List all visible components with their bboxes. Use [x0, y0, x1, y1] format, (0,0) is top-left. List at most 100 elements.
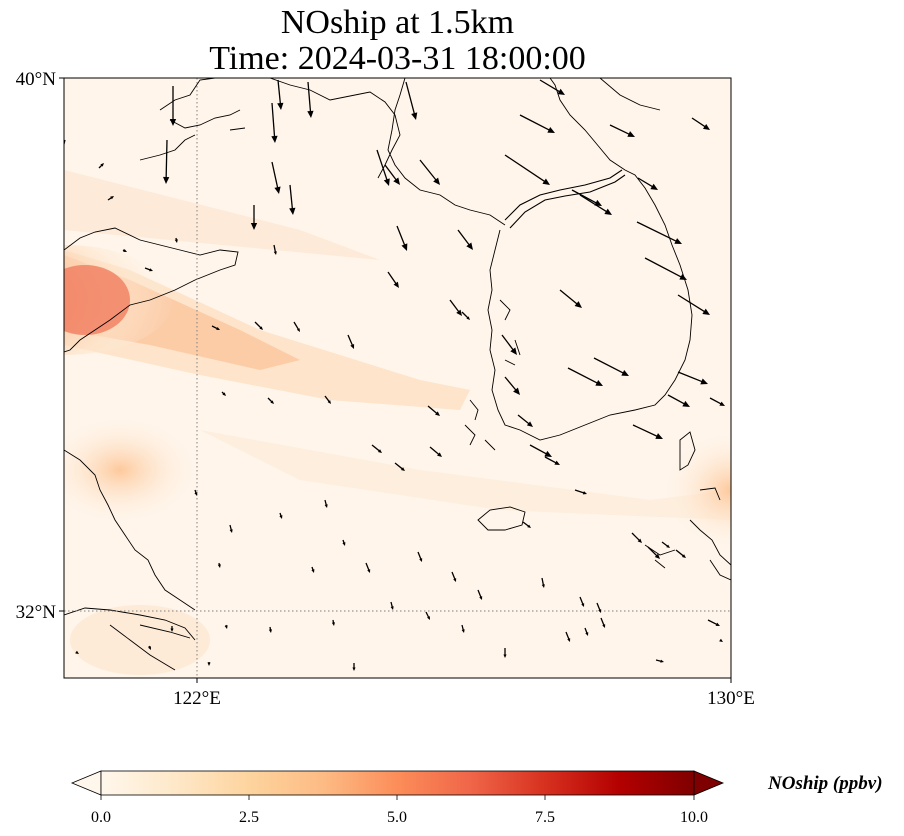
colorbar: 0.0 2.5 5.0 7.5 10.0 NOship (ppbv): [70, 770, 883, 826]
map-title-line2: Time: 2024-03-31 18:00:00: [209, 40, 586, 77]
wind-arrow-head: [582, 491, 587, 495]
wind-arrow-head: [207, 662, 211, 666]
wind-arrow-head: [602, 624, 606, 628]
colorbar-max-extend: [693, 770, 725, 796]
wind-arrow-shaft: [677, 294, 707, 314]
wind-arrow-head: [621, 369, 629, 376]
wind-arrow-shaft: [677, 371, 705, 384]
wind-arrow-shaft: [477, 589, 482, 599]
wind-arrow-head: [466, 242, 473, 250]
wind-arrow-shaft: [504, 376, 518, 393]
wind-arrow-head: [273, 251, 277, 255]
wind-arrow-shaft: [600, 617, 605, 627]
wind-arrow-head: [526, 421, 533, 427]
wind-arrow-shaft: [347, 334, 354, 347]
wind-arrow-shaft: [271, 102, 276, 139]
wind-arrow-head: [456, 309, 462, 316]
colorbar-label: NOship (ppbv): [767, 773, 883, 794]
wind-arrow-shaft: [365, 562, 370, 572]
wind-arrow-head: [289, 207, 296, 215]
wind-arrow-head: [719, 638, 723, 642]
wind-arrow-head: [702, 308, 710, 315]
wind-arrow-shaft: [544, 456, 558, 465]
lon-tick-130: 130°E: [707, 688, 755, 709]
wind-arrow-head: [411, 112, 418, 120]
wind-arrow-head: [453, 578, 457, 582]
wind-arrow-head: [123, 249, 127, 252]
map-frame: [63, 77, 732, 679]
wind-arrow-shaft: [574, 489, 586, 494]
wind-vectors: [64, 79, 725, 671]
wind-arrow-shaft: [449, 299, 461, 314]
wind-arrow-shaft: [394, 462, 404, 471]
wind-arrow-shaft: [579, 194, 609, 214]
wind-arrow-head: [585, 632, 589, 636]
wind-arrow-head: [229, 529, 233, 533]
wind-arrow-head: [216, 327, 220, 330]
wind-arrow-head: [700, 378, 708, 385]
wind-arrow-head: [224, 625, 228, 629]
wind-arrow-shaft: [293, 321, 300, 331]
wind-arrow-head: [567, 638, 571, 642]
wind-arrow-shaft: [675, 549, 685, 558]
wind-arrow-shaft: [419, 159, 438, 183]
wind-arrow-shaft: [405, 81, 416, 117]
wind-arrow-shaft: [559, 289, 580, 306]
wind-arrow-head: [390, 606, 394, 610]
wind-arrow-shaft: [647, 546, 659, 558]
wind-arrow-head: [377, 449, 382, 453]
wind-arrow-head: [311, 569, 315, 573]
wind-arrow-head: [433, 177, 440, 185]
wind-arrow-head: [100, 163, 104, 167]
wind-arrow-shaft: [519, 114, 552, 132]
colorbar-tick-3: 7.5: [535, 809, 555, 826]
lat-tick-32: 32°N: [16, 602, 57, 623]
wind-arrow-shaft: [501, 334, 515, 353]
wind-arrow-shaft: [593, 357, 626, 375]
wind-arrow-shaft: [632, 424, 660, 438]
wind-arrow-head: [279, 515, 283, 519]
wind-arrow-head: [296, 328, 300, 332]
wind-arrow-head: [148, 646, 151, 650]
wind-arrow-shaft: [579, 596, 584, 606]
wind-arrow-shaft: [691, 117, 708, 129]
wind-arrow-shaft: [376, 149, 389, 183]
wind-arrow-head: [654, 553, 660, 559]
wind-arrow-head: [479, 596, 483, 600]
wind-arrow-shaft: [667, 394, 687, 406]
colorbar-tick-1: 2.5: [239, 809, 259, 826]
lat-tick-40: 40°N: [16, 69, 57, 90]
wind-arrow-shaft: [637, 177, 655, 189]
wind-arrow-head: [217, 564, 221, 568]
lon-tick-122: 122°E: [173, 688, 221, 709]
colorbar-body: [100, 770, 695, 796]
wind-arrow-head: [327, 400, 331, 404]
wind-arrow-head: [544, 450, 552, 457]
wind-arrow-head: [271, 135, 278, 143]
wind-arrow-head: [466, 316, 470, 320]
wind-arrow-shaft: [289, 184, 294, 211]
wind-arrow-head: [342, 542, 346, 546]
wind-arrow-head: [174, 239, 178, 243]
wind-arrow-head: [574, 301, 582, 308]
wind-arrow-head: [637, 538, 642, 543]
wind-arrow-head: [437, 452, 442, 457]
colorbar-tick-2: 5.0: [387, 809, 407, 826]
wind-arrow-shaft: [707, 619, 719, 626]
wind-arrow-head: [419, 558, 423, 562]
wind-arrow-shaft: [504, 154, 547, 184]
wind-arrow-shaft: [631, 532, 641, 542]
wind-arrow-head: [702, 123, 710, 130]
wind-arrow-head: [513, 387, 520, 395]
wind-arrow-head: [401, 243, 408, 251]
wind-arrow-head: [307, 110, 314, 118]
wind-arrow-shaft: [529, 444, 549, 456]
wind-arrow-head: [393, 177, 400, 185]
wind-arrow-head: [383, 178, 390, 186]
wind-arrow-shaft: [387, 271, 398, 286]
wind-arrow-head: [170, 628, 174, 632]
wind-arrow-head: [510, 347, 517, 355]
wind-arrow-shaft: [567, 367, 600, 385]
wind-arrow-head: [541, 584, 545, 588]
